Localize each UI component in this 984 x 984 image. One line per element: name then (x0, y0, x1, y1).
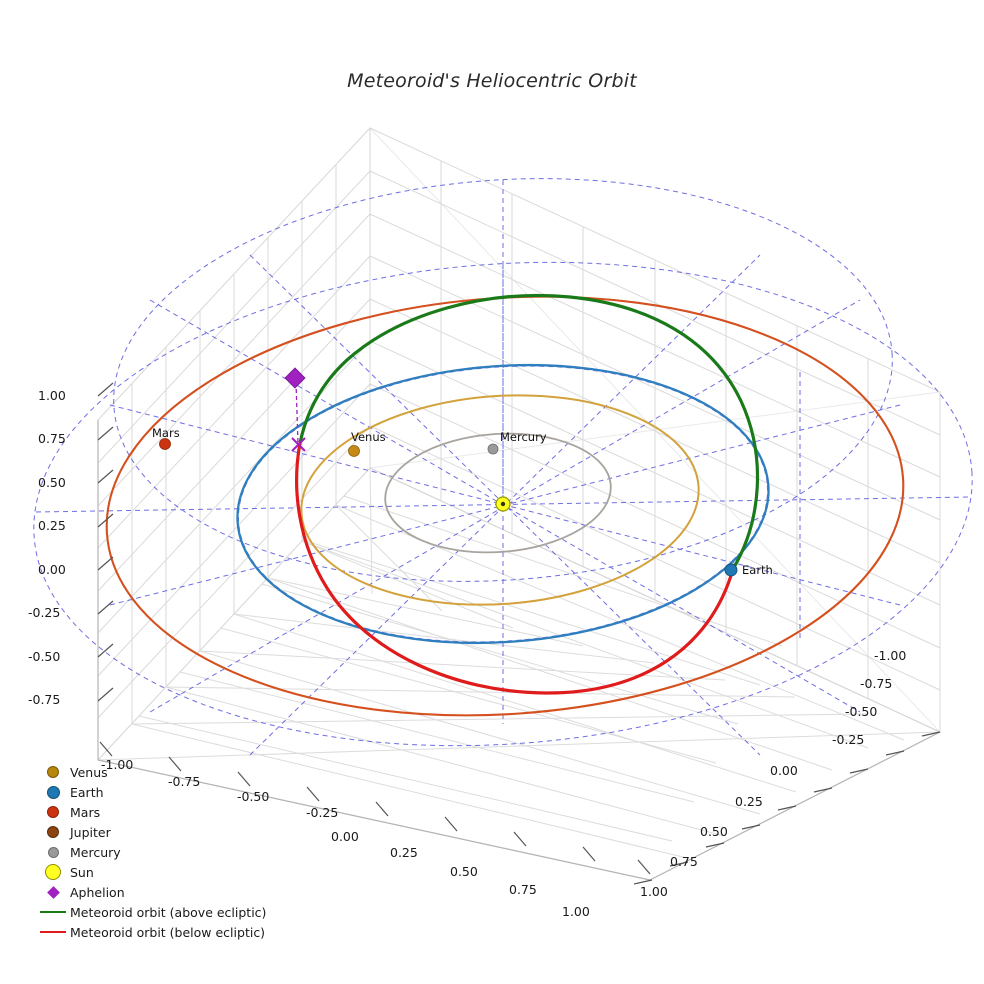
y-tick-label: 0.00 (770, 763, 798, 778)
legend-item-venus[interactable]: Venus (36, 762, 336, 782)
x-tick-label: 0.75 (509, 882, 537, 897)
y-tick-label: -1.00 (874, 648, 906, 663)
legend-label: Meteoroid orbit (below ecliptic) (70, 924, 266, 940)
z-tick-label: 0.50 (38, 475, 66, 490)
z-tick-label: 0.75 (38, 431, 66, 446)
aphelion-projection-x (291, 437, 306, 452)
x-tick-label: 0.50 (450, 864, 478, 879)
legend-label: Earth (70, 784, 104, 800)
y-tick-label: -0.50 (845, 704, 877, 719)
axes-3d-grid (97, 126, 942, 881)
y-tick-label: 1.00 (640, 884, 668, 899)
x-tick-label: -1.00 (101, 757, 133, 772)
orbit-earth (236, 363, 770, 645)
legend-item-earth[interactable]: Earth (36, 782, 336, 802)
legend-item-orbit-above[interactable]: Meteoroid orbit (above ecliptic) (36, 902, 336, 922)
aphelion-drop-line (295, 381, 299, 445)
earth-marker-icon (36, 782, 70, 802)
legend-label: Mercury (70, 844, 121, 860)
y-axis-ticks: -1.00 -0.75 -0.50 -0.25 0.00 0.25 0.50 0… (633, 648, 941, 899)
legend-item-sun[interactable]: Sun (36, 862, 336, 882)
legend-label: Mars (70, 804, 101, 820)
legend-item-mars[interactable]: Mars (36, 802, 336, 822)
legend-item-orbit-below[interactable]: Meteoroid orbit (below ecliptic) (36, 922, 336, 942)
body-label-group: Mars Venus Mercury Earth (152, 426, 773, 577)
x-axis-ticks: -1.00 -0.75 -0.50 -0.25 0.00 0.25 0.50 0… (99, 741, 651, 919)
page-title: Meteoroid's Heliocentric Orbit (347, 70, 637, 92)
z-tick-label: 0.25 (38, 518, 66, 533)
aphelion-marker (284, 367, 306, 389)
meteoroid-orbit-below-ecliptic (295, 441, 735, 695)
meteoroid-orbit (295, 293, 760, 695)
x-tick-label: 0.25 (390, 845, 418, 860)
venus-marker (348, 445, 360, 457)
legend-item-jupiter[interactable]: Jupiter (36, 822, 336, 842)
label-venus: Venus (351, 430, 386, 444)
mercury-marker (487, 443, 499, 455)
legend-label: Meteoroid orbit (above ecliptic) (70, 904, 267, 920)
x-tick-label: 1.00 (562, 904, 590, 919)
body-markers (159, 367, 738, 577)
mercury-marker-icon (36, 842, 70, 862)
legend-label: Jupiter (70, 824, 111, 840)
x-tick-label: -0.75 (168, 774, 200, 789)
y-tick-label: 0.25 (735, 794, 763, 809)
label-mercury: Mercury (500, 430, 547, 444)
earth-marker (724, 563, 738, 577)
sun-marker (495, 496, 511, 512)
y-tick-label: -0.25 (832, 732, 864, 747)
z-tick-label: 0.00 (38, 562, 66, 577)
y-tick-label: 0.75 (670, 854, 698, 869)
y-tick-label: 0.50 (700, 824, 728, 839)
z-tick-label: 1.00 (38, 388, 66, 403)
planet-orbits (105, 295, 905, 717)
x-tick-label: -0.25 (306, 805, 338, 820)
mars-marker (159, 438, 171, 450)
z-tick-label: -0.75 (28, 692, 60, 707)
venus-marker-icon (36, 762, 70, 782)
sun-marker-icon (36, 862, 70, 882)
z-tick-label: -0.50 (28, 649, 60, 664)
meteoroid-orbit-above-ecliptic (298, 293, 760, 571)
orbit-mercury (384, 432, 612, 554)
z-axis-ticks: 1.00 0.75 0.50 0.25 0.00 -0.25 -0.50 -0.… (28, 382, 114, 707)
orbit-venus (300, 394, 700, 606)
jupiter-marker-icon (36, 822, 70, 842)
legend-label: Aphelion (70, 884, 125, 900)
legend-item-aphelion[interactable]: Aphelion (36, 882, 336, 902)
legend-label: Venus (70, 764, 108, 780)
legend: Venus Earth Mars Jupiter Mercury (36, 762, 336, 942)
green-line-swatch-icon (36, 902, 70, 922)
x-tick-label: 0.00 (331, 829, 359, 844)
label-mars: Mars (152, 426, 180, 440)
legend-item-mercury[interactable]: Mercury (36, 842, 336, 862)
red-line-swatch-icon (36, 922, 70, 942)
mars-marker-icon (36, 802, 70, 822)
legend-label: Sun (70, 864, 94, 880)
x-tick-label: -0.50 (237, 789, 269, 804)
label-earth: Earth (742, 563, 773, 577)
y-tick-label: -0.75 (860, 676, 892, 691)
reference-guides (33, 178, 973, 756)
z-tick-label: -0.25 (28, 605, 60, 620)
aphelion-diamond-icon (36, 882, 70, 902)
